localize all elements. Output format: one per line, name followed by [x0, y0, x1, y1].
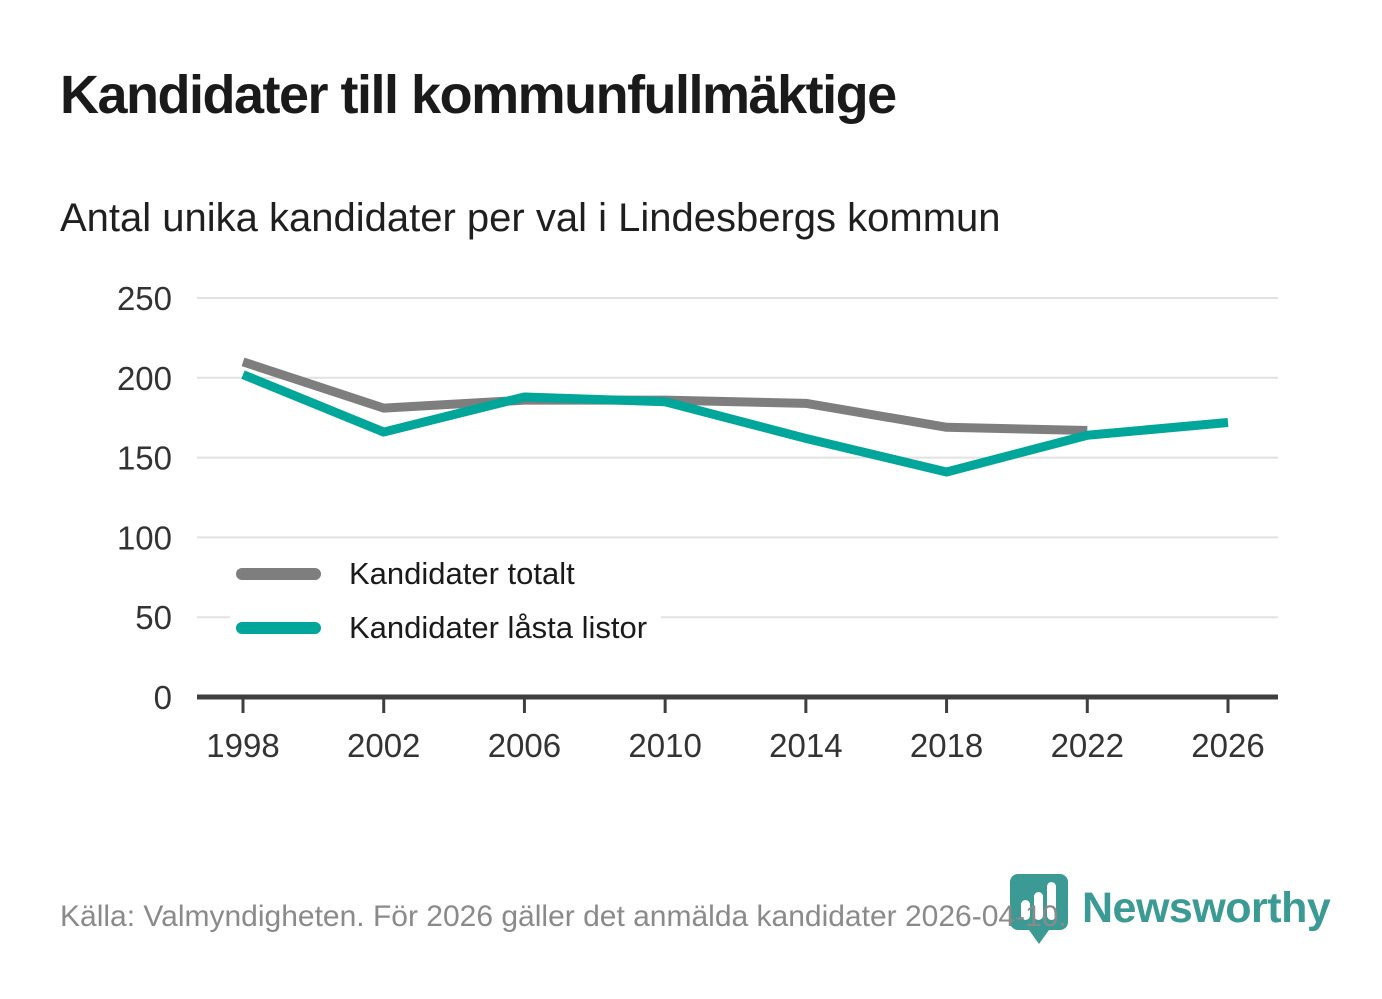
legend-swatch-lasta-listor: [236, 622, 321, 634]
source-note: Källa: Valmyndigheten. För 2026 gäller d…: [60, 900, 1067, 933]
svg-text:2018: 2018: [910, 727, 983, 764]
svg-text:200: 200: [117, 360, 172, 397]
svg-text:50: 50: [135, 599, 172, 636]
legend-item-lasta-listor: Kandidater låsta listor: [236, 610, 647, 646]
legend-label-lasta-listor: Kandidater låsta listor: [349, 610, 648, 645]
svg-text:2002: 2002: [347, 727, 420, 764]
legend-swatch-totalt: [236, 568, 321, 580]
newsworthy-logo: Newsworthy: [1008, 870, 1331, 950]
svg-text:250: 250: [117, 280, 172, 317]
svg-text:2010: 2010: [628, 727, 701, 764]
svg-text:1998: 1998: [206, 727, 279, 764]
svg-text:2006: 2006: [488, 727, 561, 764]
chart-legend: Kandidater totalt Kandidater låsta listo…: [230, 548, 662, 656]
legend-item-totalt: Kandidater totalt: [236, 556, 647, 592]
svg-text:0: 0: [154, 679, 172, 716]
svg-text:2014: 2014: [769, 727, 842, 764]
svg-text:150: 150: [117, 440, 172, 477]
svg-text:2026: 2026: [1191, 727, 1264, 764]
svg-text:2022: 2022: [1051, 727, 1124, 764]
legend-label-totalt: Kandidater totalt: [349, 556, 575, 591]
page-subtitle: Antal unika kandidater per val i Lindesb…: [60, 196, 1001, 240]
bar-chart-pin-icon: [1010, 874, 1068, 944]
newsworthy-wordmark: Newsworthy: [1082, 884, 1331, 932]
page-title: Kandidater till kommunfullmäktige: [60, 65, 897, 125]
svg-text:100: 100: [117, 519, 172, 556]
